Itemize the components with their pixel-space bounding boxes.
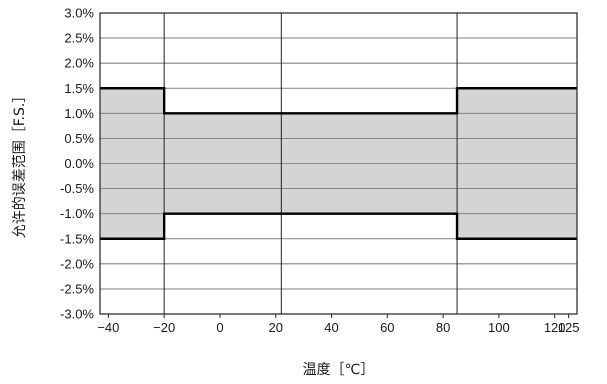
x-tick-label: 120 — [544, 320, 566, 335]
y-tick-label: -1.0% — [60, 206, 94, 221]
x-tick-marks — [107, 314, 570, 318]
y-tick-label: -2.0% — [60, 256, 94, 271]
y-axis-title: 允许的误差范围［F.S.］ — [11, 89, 28, 239]
x-tick-label: 60 — [380, 320, 394, 335]
y-tick-label: 1.0% — [64, 106, 94, 121]
x-tick-label: 20 — [269, 320, 283, 335]
y-tick-label: 0.5% — [64, 131, 94, 146]
y-tick-label: -3.0% — [60, 307, 94, 322]
lower-limit-line — [100, 212, 577, 240]
x-tick-label: 100 — [488, 320, 510, 335]
x-tick-label: 0 — [216, 320, 223, 335]
x-tick-label: 40 — [324, 320, 338, 335]
x-axis-title: 温度［℃］ — [303, 362, 375, 378]
x-tick-label: −40 — [97, 320, 119, 335]
x-tick-label: 125 — [558, 320, 580, 335]
y-tick-label: 2.5% — [64, 31, 94, 46]
upper-limit-line — [100, 87, 577, 115]
y-tick-label: -0.5% — [60, 181, 94, 196]
y-tick-label: -1.5% — [60, 231, 94, 246]
vertical-gridlines — [163, 13, 458, 314]
y-tick-label: 3.0% — [64, 6, 94, 21]
y-tick-label: 0.0% — [64, 156, 94, 171]
y-tick-label: 2.0% — [64, 56, 94, 71]
plot-frame — [99, 12, 578, 315]
y-tick-labels: 3.0% 2.5% 2.0% 1.5% 1.0% 0.5% 0.0% -0.5% -1.0% -1… — [60, 6, 94, 322]
y-tick-label: -2.5% — [60, 281, 94, 296]
y-tick-label: 1.5% — [64, 81, 94, 96]
x-tick-label: −20 — [153, 320, 175, 335]
x-tick-label: 80 — [436, 320, 450, 335]
